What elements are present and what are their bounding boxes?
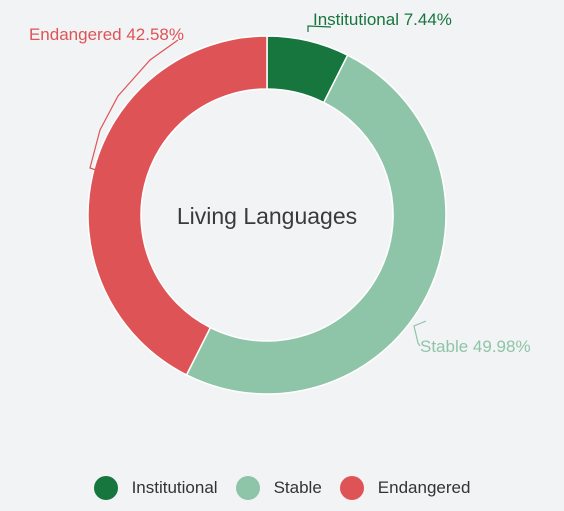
- legend-label-institutional: Institutional: [131, 478, 218, 497]
- slice-stable[interactable]: [185, 54, 447, 395]
- legend-label-endangered: Endangered: [377, 478, 471, 497]
- donut-chart: Institutional 7.44% Stable 49.98% Endanger…: [29, 10, 531, 395]
- leader-line-institutional: [307, 25, 332, 32]
- legend-item-stable[interactable]: Stable: [235, 476, 322, 500]
- legend-swatch-endangered: [339, 476, 364, 500]
- slices-group: [87, 35, 447, 395]
- slice-label-endangered: Endangered 42.58%: [29, 25, 184, 44]
- leader-line-stable: [413, 320, 427, 347]
- slice-label-stable: Stable 49.98%: [420, 337, 531, 356]
- legend-label-stable: Stable: [273, 478, 322, 497]
- legend-swatch-institutional: [93, 476, 118, 500]
- legend: Institutional Stable Endangered: [0, 476, 564, 500]
- legend-swatch-stable: [235, 476, 260, 500]
- leader-line-endangered: [89, 39, 179, 171]
- center-title: Living Languages: [177, 203, 357, 229]
- legend-item-endangered[interactable]: Endangered: [339, 476, 471, 500]
- slice-label-institutional: Institutional 7.44%: [313, 10, 452, 29]
- legend-item-institutional[interactable]: Institutional: [93, 476, 218, 500]
- slice-endangered[interactable]: [87, 35, 268, 376]
- labels-group: Institutional 7.44% Stable 49.98% Endanger…: [29, 10, 531, 356]
